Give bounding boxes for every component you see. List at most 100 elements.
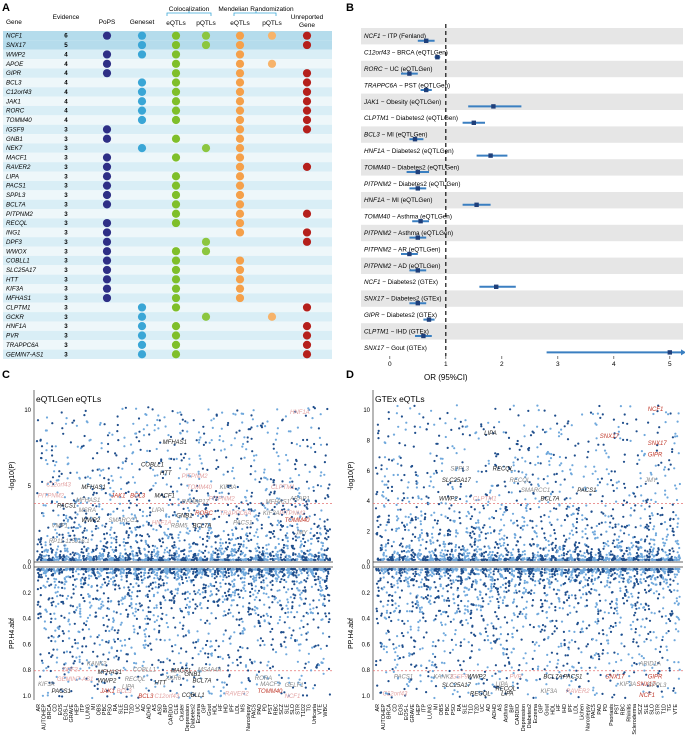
point bbox=[401, 589, 403, 591]
point bbox=[62, 595, 64, 597]
gene-name: GEMIN7-AS1 bbox=[6, 351, 43, 358]
scatter-points bbox=[36, 406, 331, 699]
point bbox=[225, 541, 227, 543]
table-row-bg bbox=[3, 134, 332, 143]
point bbox=[388, 639, 390, 641]
point bbox=[287, 611, 289, 613]
point bbox=[432, 526, 434, 528]
point bbox=[103, 624, 105, 626]
point bbox=[65, 581, 67, 583]
point bbox=[436, 573, 438, 575]
point bbox=[115, 574, 117, 576]
point bbox=[291, 601, 293, 603]
point bbox=[79, 603, 81, 605]
point bbox=[215, 581, 217, 583]
point bbox=[235, 528, 237, 530]
point bbox=[280, 529, 282, 531]
point bbox=[429, 600, 431, 602]
point bbox=[411, 557, 413, 559]
point bbox=[150, 559, 152, 561]
point bbox=[247, 677, 249, 679]
point bbox=[52, 549, 54, 551]
point bbox=[428, 502, 430, 504]
point bbox=[114, 580, 116, 582]
x-tick-label: 1 bbox=[444, 361, 448, 368]
gene-label: CLPTM1 bbox=[271, 485, 295, 491]
point bbox=[153, 551, 155, 553]
point bbox=[173, 663, 175, 665]
point bbox=[234, 573, 236, 575]
point bbox=[116, 430, 118, 432]
point bbox=[237, 537, 239, 539]
point bbox=[110, 475, 112, 477]
point bbox=[246, 547, 248, 549]
point bbox=[85, 577, 87, 579]
point bbox=[421, 529, 423, 531]
point bbox=[435, 586, 437, 588]
point bbox=[289, 430, 291, 432]
point bbox=[213, 585, 215, 587]
point bbox=[312, 607, 314, 609]
point bbox=[108, 640, 110, 642]
point bbox=[298, 487, 300, 489]
point bbox=[257, 519, 259, 521]
point bbox=[197, 530, 199, 532]
point bbox=[193, 554, 195, 556]
forest-row-label: JAK1 − Obesity (eQTLGen) bbox=[363, 99, 441, 106]
point bbox=[288, 677, 290, 679]
point bbox=[444, 515, 446, 517]
point bbox=[211, 575, 213, 577]
point bbox=[245, 666, 247, 668]
point bbox=[51, 635, 53, 637]
point bbox=[418, 539, 420, 541]
point bbox=[133, 568, 135, 570]
point bbox=[243, 436, 245, 438]
gene-label: KIF3A bbox=[263, 511, 280, 517]
point bbox=[67, 457, 69, 459]
point bbox=[307, 574, 309, 576]
point bbox=[451, 549, 453, 551]
point bbox=[79, 478, 81, 480]
point bbox=[214, 518, 216, 520]
point bbox=[58, 695, 60, 697]
forest-row-label: GIPR − Diabetes2 (GTEx) bbox=[364, 312, 437, 319]
point bbox=[267, 661, 269, 663]
point bbox=[48, 568, 50, 570]
point bbox=[455, 629, 457, 631]
evidence-dot bbox=[202, 238, 210, 246]
evidence-dot bbox=[202, 313, 210, 321]
forest-row-label: BCL3 − MI (eQTLGen) bbox=[364, 132, 428, 139]
or-point bbox=[424, 39, 428, 43]
point bbox=[79, 656, 81, 658]
point bbox=[40, 543, 42, 545]
point bbox=[148, 433, 150, 435]
point bbox=[377, 432, 379, 434]
point bbox=[84, 435, 86, 437]
point bbox=[289, 524, 291, 526]
point bbox=[176, 556, 178, 558]
point bbox=[399, 509, 401, 511]
point bbox=[98, 576, 100, 578]
point bbox=[139, 468, 141, 470]
point bbox=[191, 664, 193, 666]
panel-d-letter: D bbox=[346, 369, 354, 381]
point bbox=[403, 497, 405, 499]
point bbox=[65, 517, 67, 519]
point bbox=[188, 555, 190, 557]
point bbox=[449, 652, 451, 654]
point bbox=[167, 434, 169, 436]
evidence-dot bbox=[236, 228, 244, 236]
point bbox=[101, 524, 103, 526]
point bbox=[47, 559, 49, 561]
point bbox=[90, 605, 92, 607]
point bbox=[73, 662, 75, 664]
point bbox=[71, 492, 73, 494]
point bbox=[251, 438, 253, 440]
point bbox=[432, 641, 434, 643]
point bbox=[180, 647, 182, 649]
point bbox=[57, 591, 59, 593]
point bbox=[326, 529, 328, 531]
point bbox=[63, 569, 65, 571]
point bbox=[399, 556, 401, 558]
point bbox=[423, 636, 425, 638]
